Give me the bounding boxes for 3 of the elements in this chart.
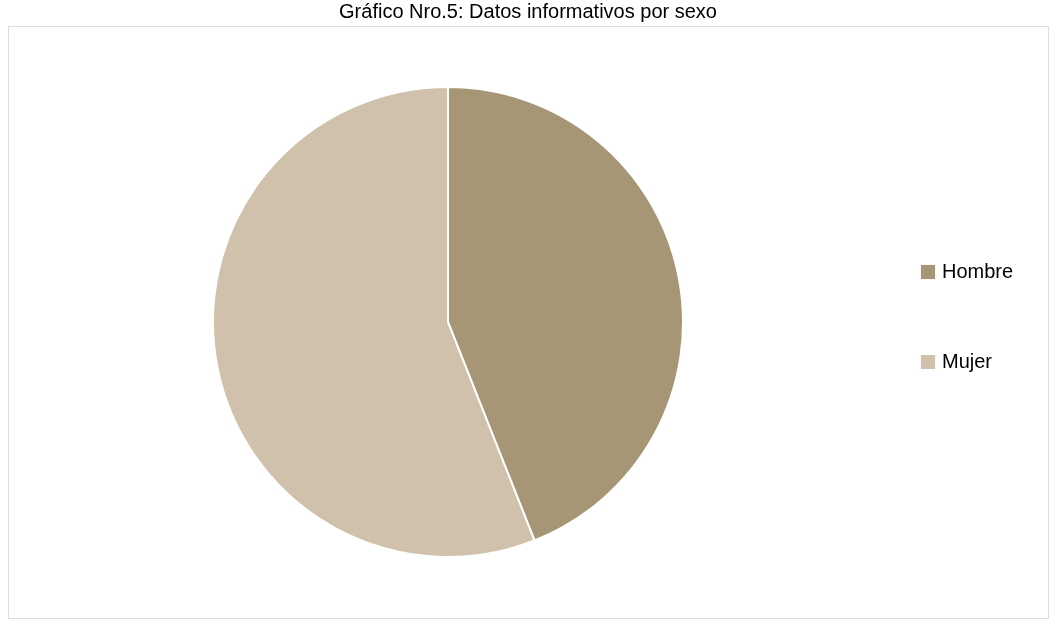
legend-label: Mujer xyxy=(942,350,993,372)
legend-label: Hombre xyxy=(942,260,1014,282)
chart-title: Gráfico Nro.5: Datos informativos por sexo xyxy=(339,0,717,22)
